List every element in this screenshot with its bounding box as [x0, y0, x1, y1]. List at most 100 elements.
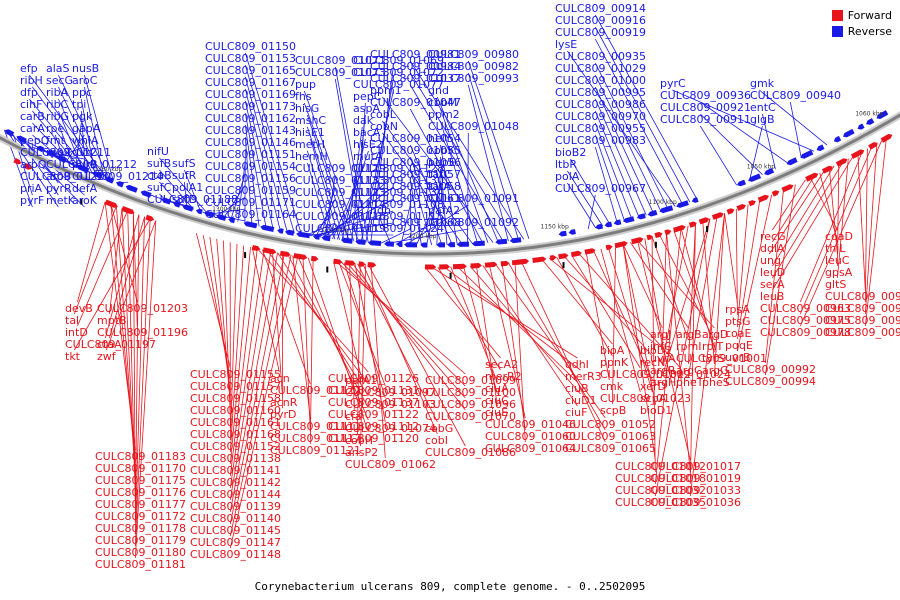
gene-label: CULC809_00919: [555, 26, 646, 39]
gene-label: CULC809_01092: [428, 216, 519, 229]
label-connector: [237, 160, 246, 222]
gene-label: sufR: [172, 169, 197, 182]
gene-arrow: [425, 264, 437, 270]
label-connector: [409, 180, 422, 246]
label-connector: [594, 110, 640, 218]
gene-arrow: [116, 181, 124, 188]
label-connector: [651, 236, 689, 341]
gene-label: CULC809_01119: [295, 222, 386, 235]
label-connector: [121, 208, 136, 487]
gene-label: CULC809_01001: [676, 352, 767, 365]
gene-arrow: [173, 201, 181, 208]
label-connector: [229, 245, 245, 453]
feature-mark: [654, 241, 657, 248]
gene-label: CULC809_01129: [295, 162, 386, 175]
gene-label: CULC809_01133: [295, 174, 386, 187]
gene-arrow: [821, 165, 833, 174]
gene-label: secA2: [485, 358, 518, 371]
gene-arrow: [195, 208, 203, 215]
label-connector: [77, 210, 129, 327]
gene-arrow: [313, 234, 320, 240]
gene-label: CULC809_01165: [205, 64, 296, 77]
gene-arrow: [204, 211, 215, 218]
label-connector: [360, 90, 394, 243]
gene-label: merR3: [565, 370, 602, 383]
label-connector: [409, 108, 484, 244]
gene-label: argJ: [650, 328, 671, 341]
gene-arrow: [816, 144, 825, 151]
label-connector: [380, 228, 411, 244]
label-connector: [80, 110, 86, 170]
gene-label: CULC809_01114: [295, 198, 386, 211]
legend-label: Forward: [847, 8, 892, 22]
gene-label: mshC: [295, 114, 326, 127]
gene-label: CULC809_01160: [190, 404, 281, 417]
feature-mark: [80, 198, 83, 205]
gene-label: CULC809_00994: [725, 375, 816, 388]
gene-label: gmk: [750, 77, 775, 90]
label-connector: [654, 227, 682, 485]
label-connector: [173, 193, 188, 204]
label-connector: [622, 243, 656, 405]
gene-label: CULC809_00935: [555, 50, 646, 63]
gene-label: CULC809_00914: [555, 2, 646, 15]
gene-label: cobK: [428, 144, 456, 157]
label-connector: [437, 266, 501, 371]
label-connector: [334, 66, 369, 243]
gene-label: CULC809_00983: [555, 134, 646, 147]
gene-label: CULC809_00980: [428, 48, 519, 61]
label-connector: [700, 101, 789, 164]
gene-label: aspA: [353, 102, 380, 115]
gene-arrow: [161, 197, 172, 205]
label-connector: [772, 165, 835, 267]
gene-arrow: [420, 242, 428, 248]
gene-label: CULC809_00986: [555, 98, 646, 111]
gene-arrow: [470, 263, 482, 269]
gene-label: serA: [760, 278, 785, 291]
gene-label: secG: [46, 74, 73, 87]
gene-label: pheS: [702, 376, 730, 389]
gene-label: CULC809_01064: [485, 442, 576, 455]
gene-label: CULC809_01153: [205, 52, 296, 65]
gene-label: ptsG: [725, 315, 751, 328]
gene-label: pepC: [353, 90, 382, 103]
gene-label: CULC809_01019: [650, 472, 741, 485]
gene-label: CULC809_01137: [328, 396, 419, 409]
label-connector: [594, 74, 662, 212]
gene-arrow: [786, 157, 798, 166]
gene-label: leuD: [760, 266, 785, 279]
gene-label: pyrB: [72, 158, 98, 171]
gene-arrow: [711, 212, 724, 220]
label-connector: [799, 140, 882, 327]
gene-label: hisE2: [353, 138, 383, 151]
gene-arrow: [355, 239, 366, 245]
gene-label: CULC809_01173: [205, 100, 296, 113]
label-connector: [637, 240, 715, 329]
gene-arrow: [310, 255, 319, 262]
label-connector: [622, 243, 656, 461]
gene-label: cobG: [425, 422, 453, 435]
label-connector: [297, 256, 369, 421]
gene-label: CULC809_01036: [650, 496, 741, 509]
gene-arrow: [16, 135, 27, 144]
gene-arrow: [558, 230, 567, 237]
gene-arrow: [654, 231, 663, 239]
label-connector: [759, 89, 828, 146]
label-connector: [467, 72, 519, 241]
label-connector: [267, 250, 369, 385]
label-connector: [409, 60, 525, 240]
gene-label: CULC809_01012: [615, 460, 706, 473]
gene-label: CULC809_00955: [555, 122, 646, 135]
gene-arrow: [868, 142, 878, 150]
gene-label: CULC809_01180: [95, 546, 186, 559]
gene-label: CULC809_01022: [600, 368, 691, 381]
label-connector: [789, 101, 802, 158]
label-connector: [594, 122, 633, 220]
gene-label: aroC: [72, 74, 98, 87]
gene-label: CULC809_00995: [555, 86, 646, 99]
label-connector: [382, 120, 473, 245]
label-connector: [307, 150, 336, 240]
gene-label: argH: [650, 376, 676, 389]
gene-label: cobM: [428, 96, 457, 109]
gene-label: CULC809_00921: [660, 101, 751, 114]
